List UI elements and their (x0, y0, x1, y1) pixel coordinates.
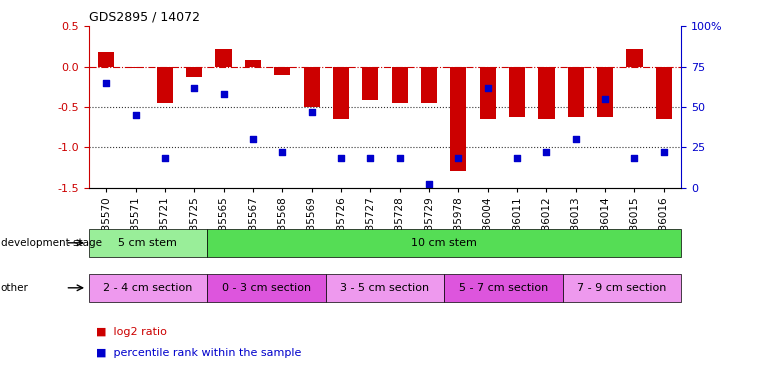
Bar (421, 67, 437, 103)
Bar (597, 67, 613, 117)
Text: other: other (1, 283, 28, 293)
Point (628, 156, 641, 162)
Bar (627, 49, 642, 67)
Point (217, 91, 229, 97)
Text: 3 - 5 cm section: 3 - 5 cm section (340, 283, 430, 293)
Point (452, 156, 464, 162)
Point (423, 181, 435, 187)
Point (129, 112, 142, 118)
Text: 10 cm stem: 10 cm stem (411, 238, 477, 248)
Text: 2 - 4 cm section: 2 - 4 cm section (103, 283, 192, 293)
Point (335, 156, 347, 162)
Bar (207, 274, 326, 302)
Point (393, 156, 406, 162)
Text: 7 - 9 cm section: 7 - 9 cm section (578, 283, 667, 293)
Bar (444, 274, 563, 302)
Text: ■  log2 ratio: ■ log2 ratio (96, 327, 167, 337)
Bar (480, 67, 496, 119)
Text: 5 - 7 cm section: 5 - 7 cm section (459, 283, 548, 293)
Point (306, 109, 318, 115)
Bar (207, 229, 681, 257)
Point (599, 96, 611, 102)
Text: 0 - 3 cm section: 0 - 3 cm section (222, 283, 311, 293)
Point (541, 149, 553, 155)
Text: ■  percentile rank within the sample: ■ percentile rank within the sample (96, 348, 302, 357)
Bar (362, 67, 378, 100)
Text: development stage: development stage (1, 238, 102, 248)
Bar (186, 67, 203, 77)
Bar (89, 274, 207, 302)
Bar (128, 67, 143, 68)
Bar (274, 67, 290, 75)
Bar (216, 49, 232, 67)
Bar (563, 274, 681, 302)
Bar (538, 67, 554, 119)
Text: 5 cm stem: 5 cm stem (119, 238, 177, 248)
Text: GDS2895 / 14072: GDS2895 / 14072 (89, 11, 199, 24)
Bar (450, 67, 467, 171)
Point (246, 136, 259, 142)
Bar (245, 60, 261, 67)
Bar (98, 52, 114, 67)
Point (511, 156, 524, 162)
Bar (392, 67, 408, 103)
Bar (157, 67, 173, 103)
Bar (89, 229, 207, 257)
Point (570, 136, 582, 142)
Point (364, 156, 377, 162)
Bar (303, 67, 320, 107)
Bar (656, 67, 672, 119)
Point (188, 84, 200, 90)
Point (481, 84, 494, 90)
Point (276, 149, 289, 155)
Point (658, 149, 670, 155)
Bar (567, 67, 584, 117)
Bar (509, 67, 525, 117)
Bar (333, 67, 349, 119)
Point (159, 156, 171, 162)
Point (100, 80, 112, 86)
Bar (326, 274, 444, 302)
